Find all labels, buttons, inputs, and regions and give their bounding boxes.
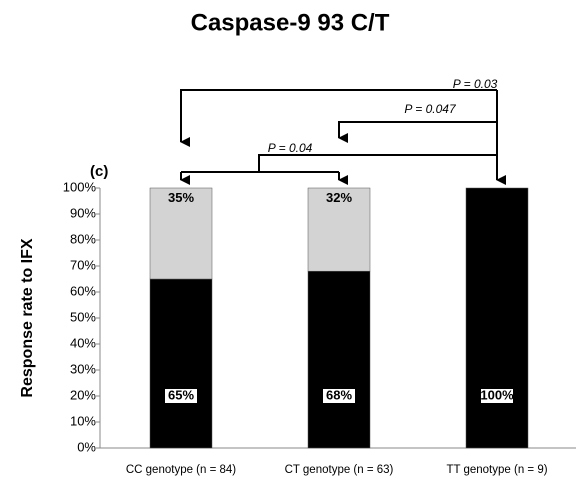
bracket	[338, 121, 497, 143]
bracket	[180, 89, 497, 147]
y-tick-label: 60%	[70, 283, 96, 298]
y-tick-label: 90%	[70, 205, 96, 220]
annotation: P = 0.04	[268, 141, 313, 155]
x-tick-label: CC genotype (n = 84)	[126, 464, 236, 476]
label-box	[165, 389, 197, 403]
y-tick-label: 80%	[70, 231, 96, 246]
bracket	[181, 154, 497, 173]
y-tick-label: 30%	[70, 361, 96, 376]
y-tick-label: 10%	[70, 413, 96, 428]
value-label: 65%	[168, 387, 194, 402]
label-box	[481, 389, 513, 403]
x-tick-label: CT genotype (n = 63)	[285, 464, 394, 476]
bar-segment	[149, 187, 213, 280]
label-box	[323, 389, 355, 403]
significance-brackets	[180, 89, 506, 185]
y-tick-label: 50%	[70, 309, 96, 324]
annotation: P = 0.047	[404, 102, 457, 116]
y-tick-label: 20%	[70, 387, 96, 402]
bar-segment	[307, 270, 371, 449]
y-axis-label: Response rate to IFX	[19, 238, 36, 397]
panel-label: (c)	[90, 163, 108, 180]
chart-title: Caspase-9 93 C/T	[191, 9, 390, 36]
y-tick-label: 100%	[63, 179, 97, 194]
bar-segment	[465, 187, 529, 449]
value-label: 100%	[480, 387, 514, 402]
bar-segment	[307, 187, 371, 272]
x-tick-label: TT genotype (n = 9)	[446, 464, 547, 476]
y-tick-label: 70%	[70, 257, 96, 272]
annotation: P = 0.03	[453, 77, 498, 91]
value-label: 68%	[326, 387, 352, 402]
y-tick-label: 40%	[70, 335, 96, 350]
value-label: 35%	[168, 190, 194, 205]
bar-segment	[149, 278, 213, 449]
value-label: 32%	[326, 190, 352, 205]
y-tick-label: 0%	[77, 439, 96, 454]
